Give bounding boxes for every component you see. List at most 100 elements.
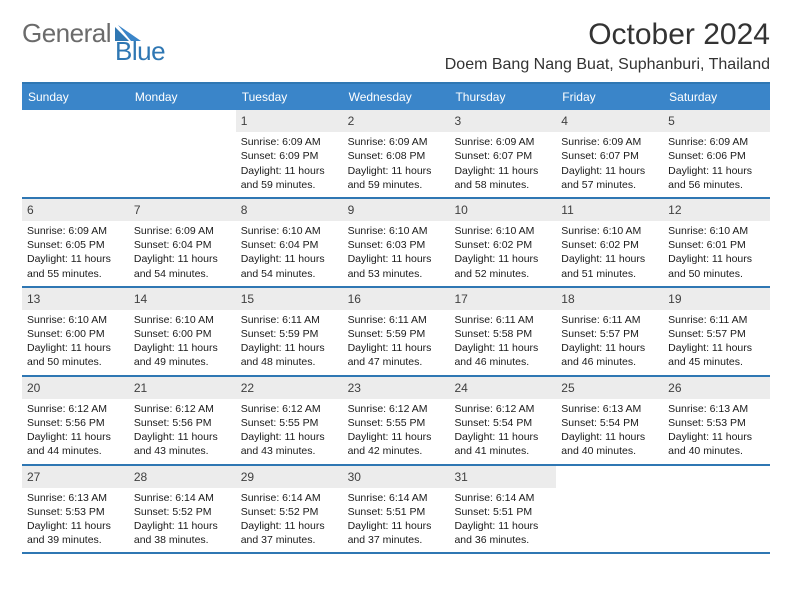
calendar-cell: 12Sunrise: 6:10 AMSunset: 6:01 PMDayligh… [663, 199, 770, 286]
page-header: General Blue October 2024 Doem Bang Nang… [22, 18, 770, 74]
day-of-week-header: Thursday [449, 84, 556, 110]
day-number [129, 110, 236, 132]
calendar-cell: 30Sunrise: 6:14 AMSunset: 5:51 PMDayligh… [343, 466, 450, 553]
sunset-line: Sunset: 5:52 PM [134, 505, 231, 519]
daylight-line: Daylight: 11 hours and 54 minutes. [134, 252, 231, 280]
sunset-line: Sunset: 5:58 PM [454, 327, 551, 341]
calendar-cell: 31Sunrise: 6:14 AMSunset: 5:51 PMDayligh… [449, 466, 556, 553]
calendar-week-row: 6Sunrise: 6:09 AMSunset: 6:05 PMDaylight… [22, 199, 770, 288]
sunrise-line: Sunrise: 6:09 AM [454, 135, 551, 149]
calendar-cell: 7Sunrise: 6:09 AMSunset: 6:04 PMDaylight… [129, 199, 236, 286]
calendar-cell: 22Sunrise: 6:12 AMSunset: 5:55 PMDayligh… [236, 377, 343, 464]
day-detail: Sunrise: 6:12 AMSunset: 5:56 PMDaylight:… [129, 399, 236, 464]
sunset-line: Sunset: 5:53 PM [27, 505, 124, 519]
sunrise-line: Sunrise: 6:10 AM [454, 224, 551, 238]
calendar-cell: 19Sunrise: 6:11 AMSunset: 5:57 PMDayligh… [663, 288, 770, 375]
day-detail: Sunrise: 6:09 AMSunset: 6:09 PMDaylight:… [236, 132, 343, 197]
sunrise-line: Sunrise: 6:11 AM [348, 313, 445, 327]
sunrise-line: Sunrise: 6:13 AM [561, 402, 658, 416]
sunset-line: Sunset: 6:04 PM [241, 238, 338, 252]
day-detail [556, 488, 663, 510]
calendar-cell: 2Sunrise: 6:09 AMSunset: 6:08 PMDaylight… [343, 110, 450, 197]
day-detail: Sunrise: 6:11 AMSunset: 5:58 PMDaylight:… [449, 310, 556, 375]
calendar-cell: 14Sunrise: 6:10 AMSunset: 6:00 PMDayligh… [129, 288, 236, 375]
sunrise-line: Sunrise: 6:13 AM [668, 402, 765, 416]
day-number: 5 [663, 110, 770, 132]
sunrise-line: Sunrise: 6:11 AM [454, 313, 551, 327]
calendar-cell-empty [22, 110, 129, 197]
day-number [556, 466, 663, 488]
day-of-week-row: SundayMondayTuesdayWednesdayThursdayFrid… [22, 84, 770, 110]
calendar-cell: 25Sunrise: 6:13 AMSunset: 5:54 PMDayligh… [556, 377, 663, 464]
sunset-line: Sunset: 5:59 PM [348, 327, 445, 341]
calendar-week-row: 27Sunrise: 6:13 AMSunset: 5:53 PMDayligh… [22, 466, 770, 555]
sunrise-line: Sunrise: 6:10 AM [348, 224, 445, 238]
sunrise-line: Sunrise: 6:14 AM [241, 491, 338, 505]
day-detail: Sunrise: 6:13 AMSunset: 5:53 PMDaylight:… [663, 399, 770, 464]
day-number: 18 [556, 288, 663, 310]
calendar-cell: 23Sunrise: 6:12 AMSunset: 5:55 PMDayligh… [343, 377, 450, 464]
calendar-cell: 1Sunrise: 6:09 AMSunset: 6:09 PMDaylight… [236, 110, 343, 197]
sunrise-line: Sunrise: 6:11 AM [668, 313, 765, 327]
day-of-week-header: Friday [556, 84, 663, 110]
day-number: 1 [236, 110, 343, 132]
calendar-week-row: 13Sunrise: 6:10 AMSunset: 6:00 PMDayligh… [22, 288, 770, 377]
day-number: 9 [343, 199, 450, 221]
calendar-cell-empty [129, 110, 236, 197]
calendar-cell: 28Sunrise: 6:14 AMSunset: 5:52 PMDayligh… [129, 466, 236, 553]
day-detail: Sunrise: 6:10 AMSunset: 6:03 PMDaylight:… [343, 221, 450, 286]
calendar-cell: 4Sunrise: 6:09 AMSunset: 6:07 PMDaylight… [556, 110, 663, 197]
day-number [22, 110, 129, 132]
day-detail [129, 132, 236, 154]
sunrise-line: Sunrise: 6:14 AM [134, 491, 231, 505]
sunrise-line: Sunrise: 6:14 AM [348, 491, 445, 505]
daylight-line: Daylight: 11 hours and 59 minutes. [348, 164, 445, 192]
day-number: 12 [663, 199, 770, 221]
sunrise-line: Sunrise: 6:14 AM [454, 491, 551, 505]
day-number: 20 [22, 377, 129, 399]
calendar-cell: 17Sunrise: 6:11 AMSunset: 5:58 PMDayligh… [449, 288, 556, 375]
day-detail: Sunrise: 6:12 AMSunset: 5:56 PMDaylight:… [22, 399, 129, 464]
day-detail: Sunrise: 6:11 AMSunset: 5:57 PMDaylight:… [663, 310, 770, 375]
calendar-cell-empty [556, 466, 663, 553]
day-number: 13 [22, 288, 129, 310]
sunrise-line: Sunrise: 6:13 AM [27, 491, 124, 505]
calendar-cell: 11Sunrise: 6:10 AMSunset: 6:02 PMDayligh… [556, 199, 663, 286]
sunset-line: Sunset: 5:51 PM [454, 505, 551, 519]
sunset-line: Sunset: 5:56 PM [134, 416, 231, 430]
brand-logo: General Blue [22, 18, 165, 49]
day-detail: Sunrise: 6:10 AMSunset: 6:01 PMDaylight:… [663, 221, 770, 286]
sunrise-line: Sunrise: 6:09 AM [241, 135, 338, 149]
day-detail [22, 132, 129, 154]
sunset-line: Sunset: 5:57 PM [561, 327, 658, 341]
calendar-cell: 27Sunrise: 6:13 AMSunset: 5:53 PMDayligh… [22, 466, 129, 553]
sunrise-line: Sunrise: 6:09 AM [668, 135, 765, 149]
daylight-line: Daylight: 11 hours and 45 minutes. [668, 341, 765, 369]
day-number: 24 [449, 377, 556, 399]
day-detail: Sunrise: 6:10 AMSunset: 6:02 PMDaylight:… [449, 221, 556, 286]
day-detail: Sunrise: 6:11 AMSunset: 5:57 PMDaylight:… [556, 310, 663, 375]
sunset-line: Sunset: 6:03 PM [348, 238, 445, 252]
sunset-line: Sunset: 5:56 PM [27, 416, 124, 430]
sunset-line: Sunset: 5:55 PM [241, 416, 338, 430]
day-detail: Sunrise: 6:10 AMSunset: 6:04 PMDaylight:… [236, 221, 343, 286]
calendar-cell: 16Sunrise: 6:11 AMSunset: 5:59 PMDayligh… [343, 288, 450, 375]
daylight-line: Daylight: 11 hours and 56 minutes. [668, 164, 765, 192]
sunrise-line: Sunrise: 6:12 AM [241, 402, 338, 416]
day-of-week-header: Tuesday [236, 84, 343, 110]
day-detail: Sunrise: 6:14 AMSunset: 5:51 PMDaylight:… [343, 488, 450, 553]
sunset-line: Sunset: 6:00 PM [134, 327, 231, 341]
sunset-line: Sunset: 5:54 PM [454, 416, 551, 430]
day-detail: Sunrise: 6:12 AMSunset: 5:55 PMDaylight:… [236, 399, 343, 464]
sunset-line: Sunset: 5:59 PM [241, 327, 338, 341]
daylight-line: Daylight: 11 hours and 47 minutes. [348, 341, 445, 369]
calendar-page: General Blue October 2024 Doem Bang Nang… [0, 0, 792, 612]
calendar-cell: 15Sunrise: 6:11 AMSunset: 5:59 PMDayligh… [236, 288, 343, 375]
day-detail: Sunrise: 6:09 AMSunset: 6:08 PMDaylight:… [343, 132, 450, 197]
sunset-line: Sunset: 5:53 PM [668, 416, 765, 430]
day-detail: Sunrise: 6:10 AMSunset: 6:02 PMDaylight:… [556, 221, 663, 286]
day-of-week-header: Monday [129, 84, 236, 110]
day-detail: Sunrise: 6:09 AMSunset: 6:07 PMDaylight:… [556, 132, 663, 197]
daylight-line: Daylight: 11 hours and 36 minutes. [454, 519, 551, 547]
title-block: October 2024 Doem Bang Nang Buat, Suphan… [445, 18, 770, 74]
